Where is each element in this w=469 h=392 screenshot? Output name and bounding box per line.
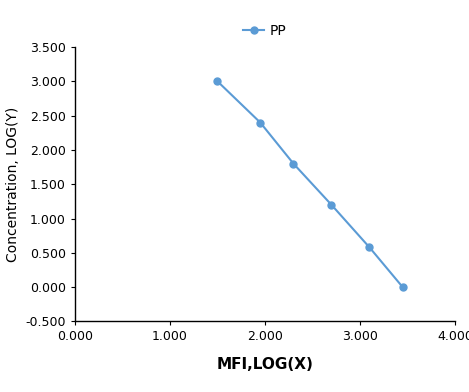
PP xyxy=(367,245,372,250)
PP xyxy=(329,202,334,207)
PP xyxy=(215,79,220,84)
Legend: PP: PP xyxy=(238,18,292,44)
PP xyxy=(257,120,263,125)
Y-axis label: Concentration, LOG(Y): Concentration, LOG(Y) xyxy=(6,107,20,262)
Line: PP: PP xyxy=(214,78,406,290)
PP xyxy=(291,162,296,166)
PP xyxy=(400,285,406,289)
X-axis label: MFI,LOG(X): MFI,LOG(X) xyxy=(217,358,313,372)
